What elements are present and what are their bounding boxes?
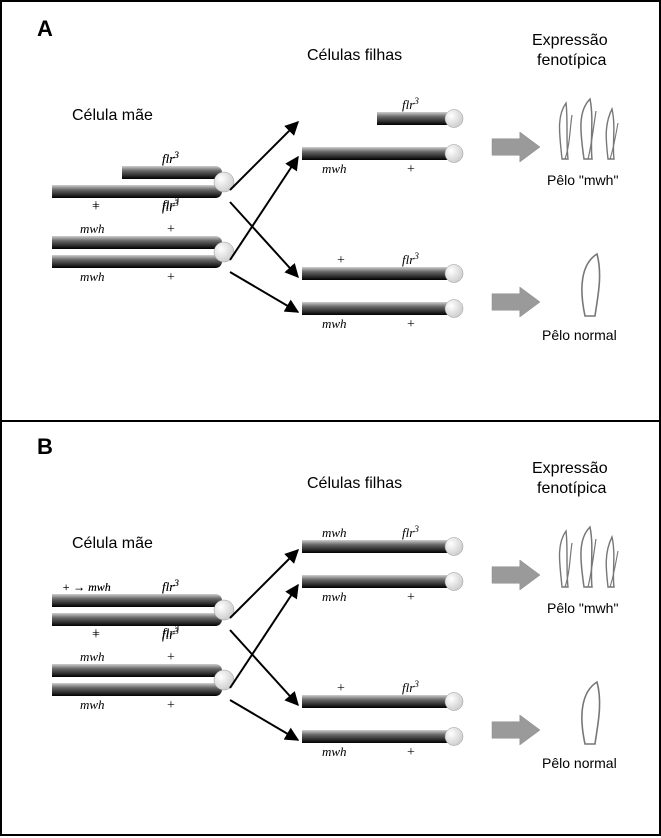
hair-normal-icon-a (567, 252, 622, 322)
svg-text:flr3: flr3 (162, 151, 179, 166)
svg-text:mwh: mwh (322, 589, 347, 604)
panel-a: A Célula mãe Células filhas Expressão fe… (2, 2, 659, 420)
diagram-a: flr3+flr3flr3+flr3mwh+mwh+flr3mwh++flr3m… (2, 2, 661, 420)
svg-text:+: + (407, 745, 415, 760)
svg-text:mwh: mwh (80, 697, 105, 712)
hair-mwh-icon-a (550, 97, 628, 167)
svg-text:mwh: mwh (322, 744, 347, 759)
svg-text:+: + (337, 681, 345, 696)
svg-text:+: + (167, 270, 175, 285)
svg-text:mwh: mwh (322, 525, 347, 540)
hair-mwh-label-b: Pêlo "mwh" (547, 600, 618, 616)
svg-text:flr3: flr3 (402, 680, 419, 695)
hair-mwh-icon-b (550, 525, 628, 595)
svg-text:+: + (92, 628, 100, 643)
svg-text:mwh: mwh (80, 269, 105, 284)
svg-text:flr3: flr3 (402, 97, 419, 112)
svg-text:+: + (407, 317, 415, 332)
svg-text:mwh: mwh (322, 316, 347, 331)
panel-b: B Célula mãe Células filhas Expressão fe… (2, 420, 659, 838)
svg-text:+: + (167, 698, 175, 713)
svg-text:+: + (337, 253, 345, 268)
svg-text:+: + (407, 162, 415, 177)
diagram-b: + → mwhflr3+flr3+ → mwhflr3+flr3mwh+mwh+… (2, 420, 661, 838)
svg-text:+: + (407, 590, 415, 605)
hair-normal-label-a: Pêlo normal (542, 327, 617, 343)
figure-container: A Célula mãe Células filhas Expressão fe… (0, 0, 661, 836)
svg-text:mwh: mwh (80, 649, 105, 664)
svg-text:+: + (92, 200, 100, 215)
svg-text:+: + (167, 222, 175, 237)
svg-text:mwh: mwh (80, 221, 105, 236)
svg-text:+: + (167, 650, 175, 665)
hair-normal-label-b: Pêlo normal (542, 755, 617, 771)
svg-text:+ → mwh: + → mwh (62, 580, 111, 594)
hair-normal-icon-b (567, 680, 622, 750)
svg-text:flr3: flr3 (162, 199, 179, 214)
svg-text:mwh: mwh (322, 161, 347, 176)
svg-text:flr3: flr3 (162, 627, 179, 642)
svg-text:flr3: flr3 (402, 252, 419, 267)
svg-text:flr3: flr3 (162, 579, 179, 594)
svg-text:flr3: flr3 (402, 525, 419, 540)
hair-mwh-label-a: Pêlo "mwh" (547, 172, 618, 188)
